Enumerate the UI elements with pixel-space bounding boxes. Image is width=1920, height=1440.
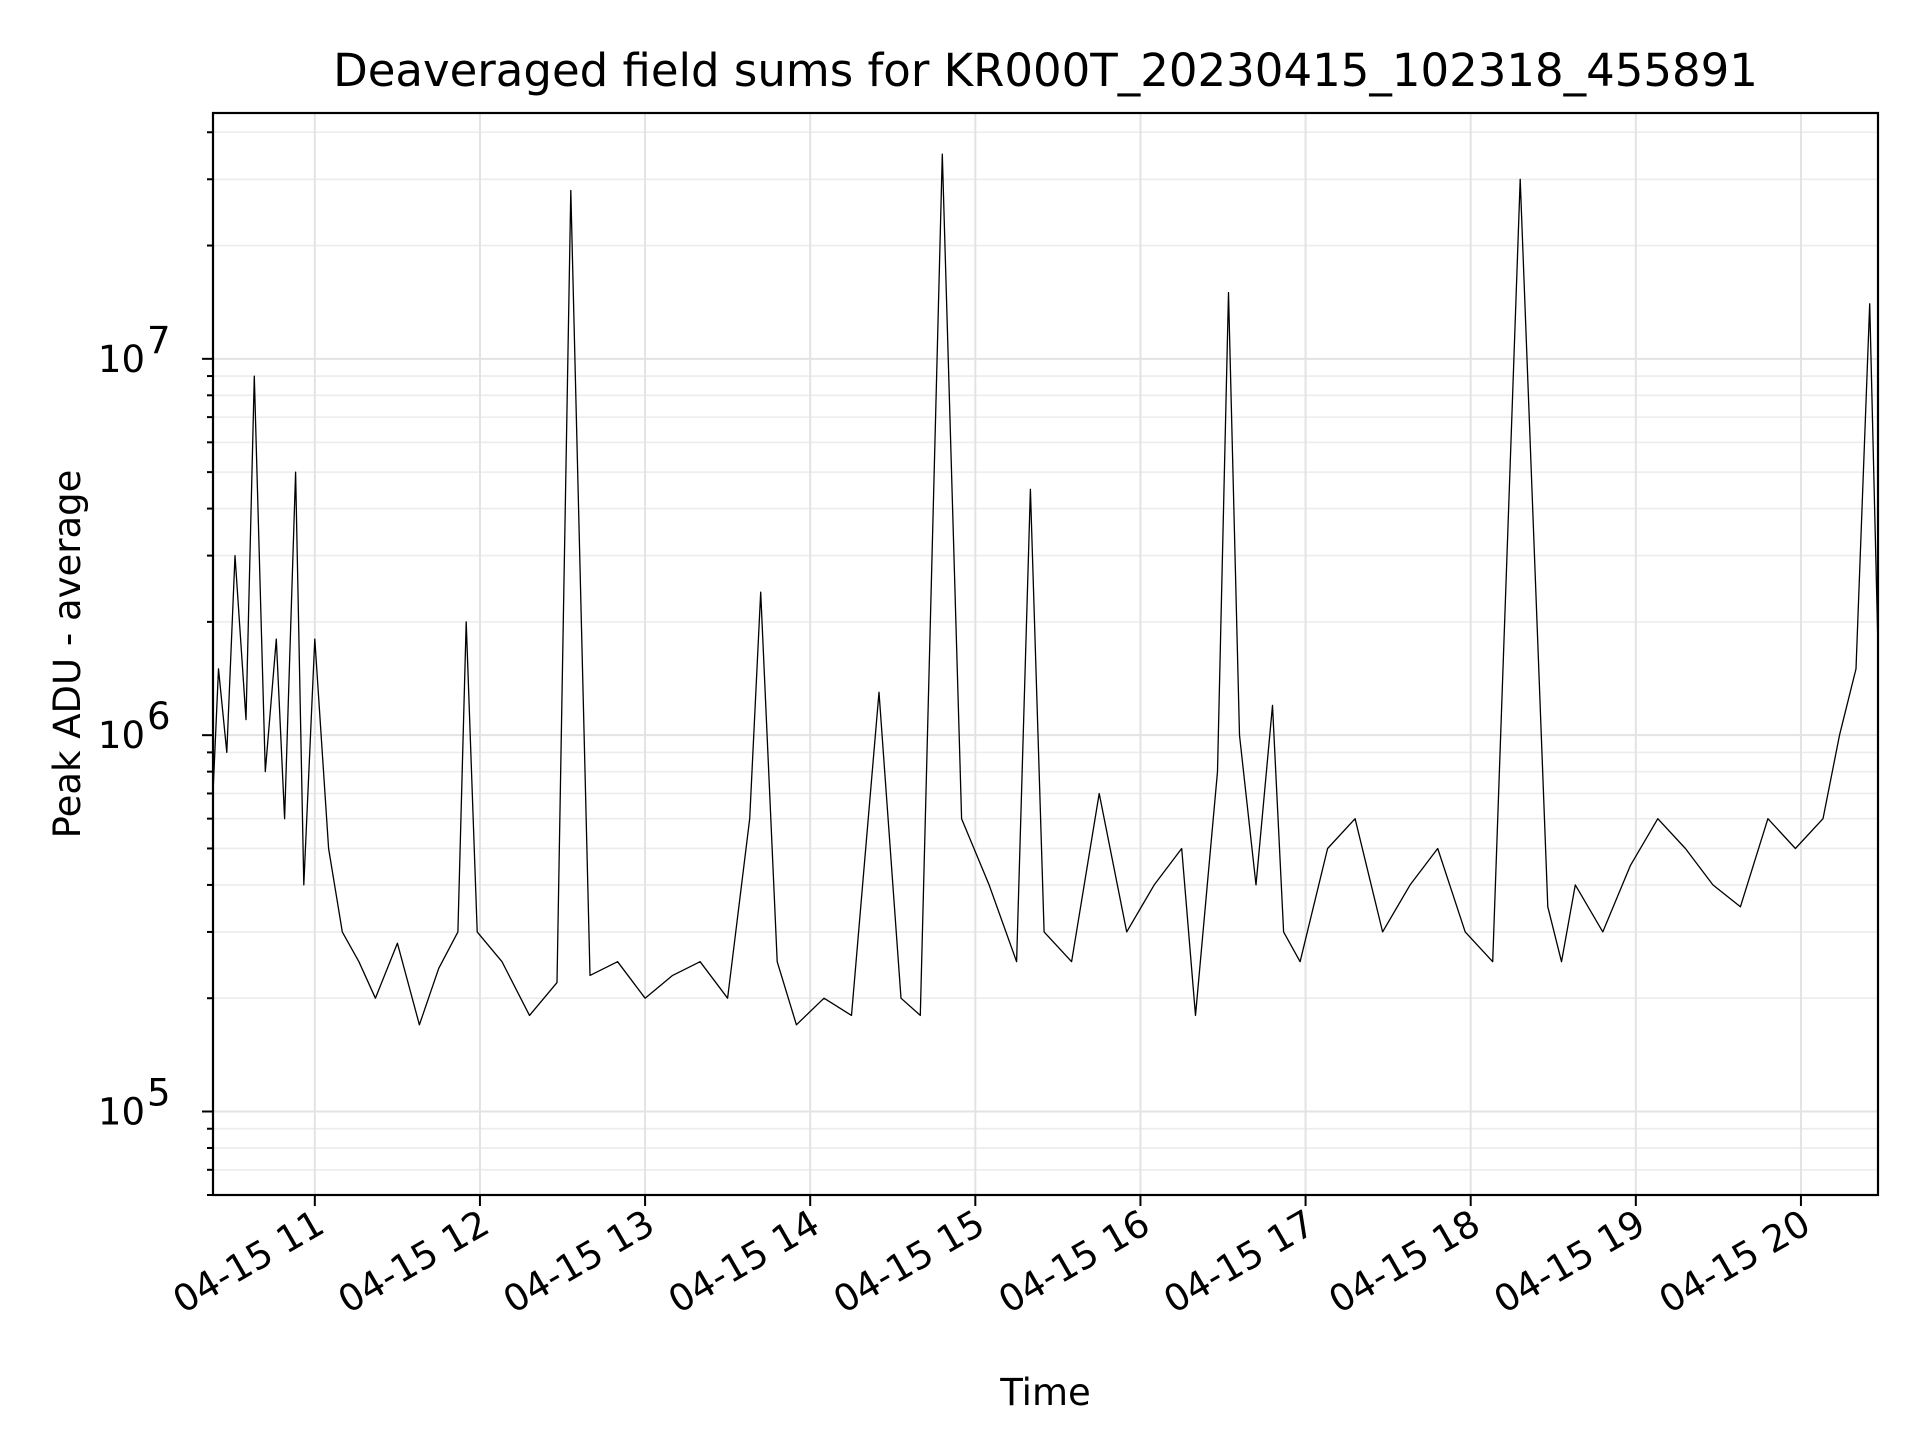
x-axis-label: Time bbox=[999, 1371, 1091, 1414]
y-tick-label: 10 bbox=[98, 338, 145, 381]
plot-frame bbox=[211, 111, 1880, 1197]
y-tick-exponent: 5 bbox=[147, 1072, 171, 1115]
y-tick-exponent: 6 bbox=[147, 695, 171, 738]
series-line bbox=[212, 153, 1879, 1026]
chart-title: Deaveraged field sums for KR000T_2023041… bbox=[333, 44, 1758, 97]
y-tick-exponent: 7 bbox=[147, 319, 171, 362]
grid bbox=[213, 113, 1878, 1196]
series-layer bbox=[212, 153, 1879, 1026]
y-tick-label: 10 bbox=[98, 1091, 145, 1134]
y-tick-label: 10 bbox=[98, 714, 145, 757]
y-axis-label: Peak ADU - average bbox=[46, 470, 89, 839]
